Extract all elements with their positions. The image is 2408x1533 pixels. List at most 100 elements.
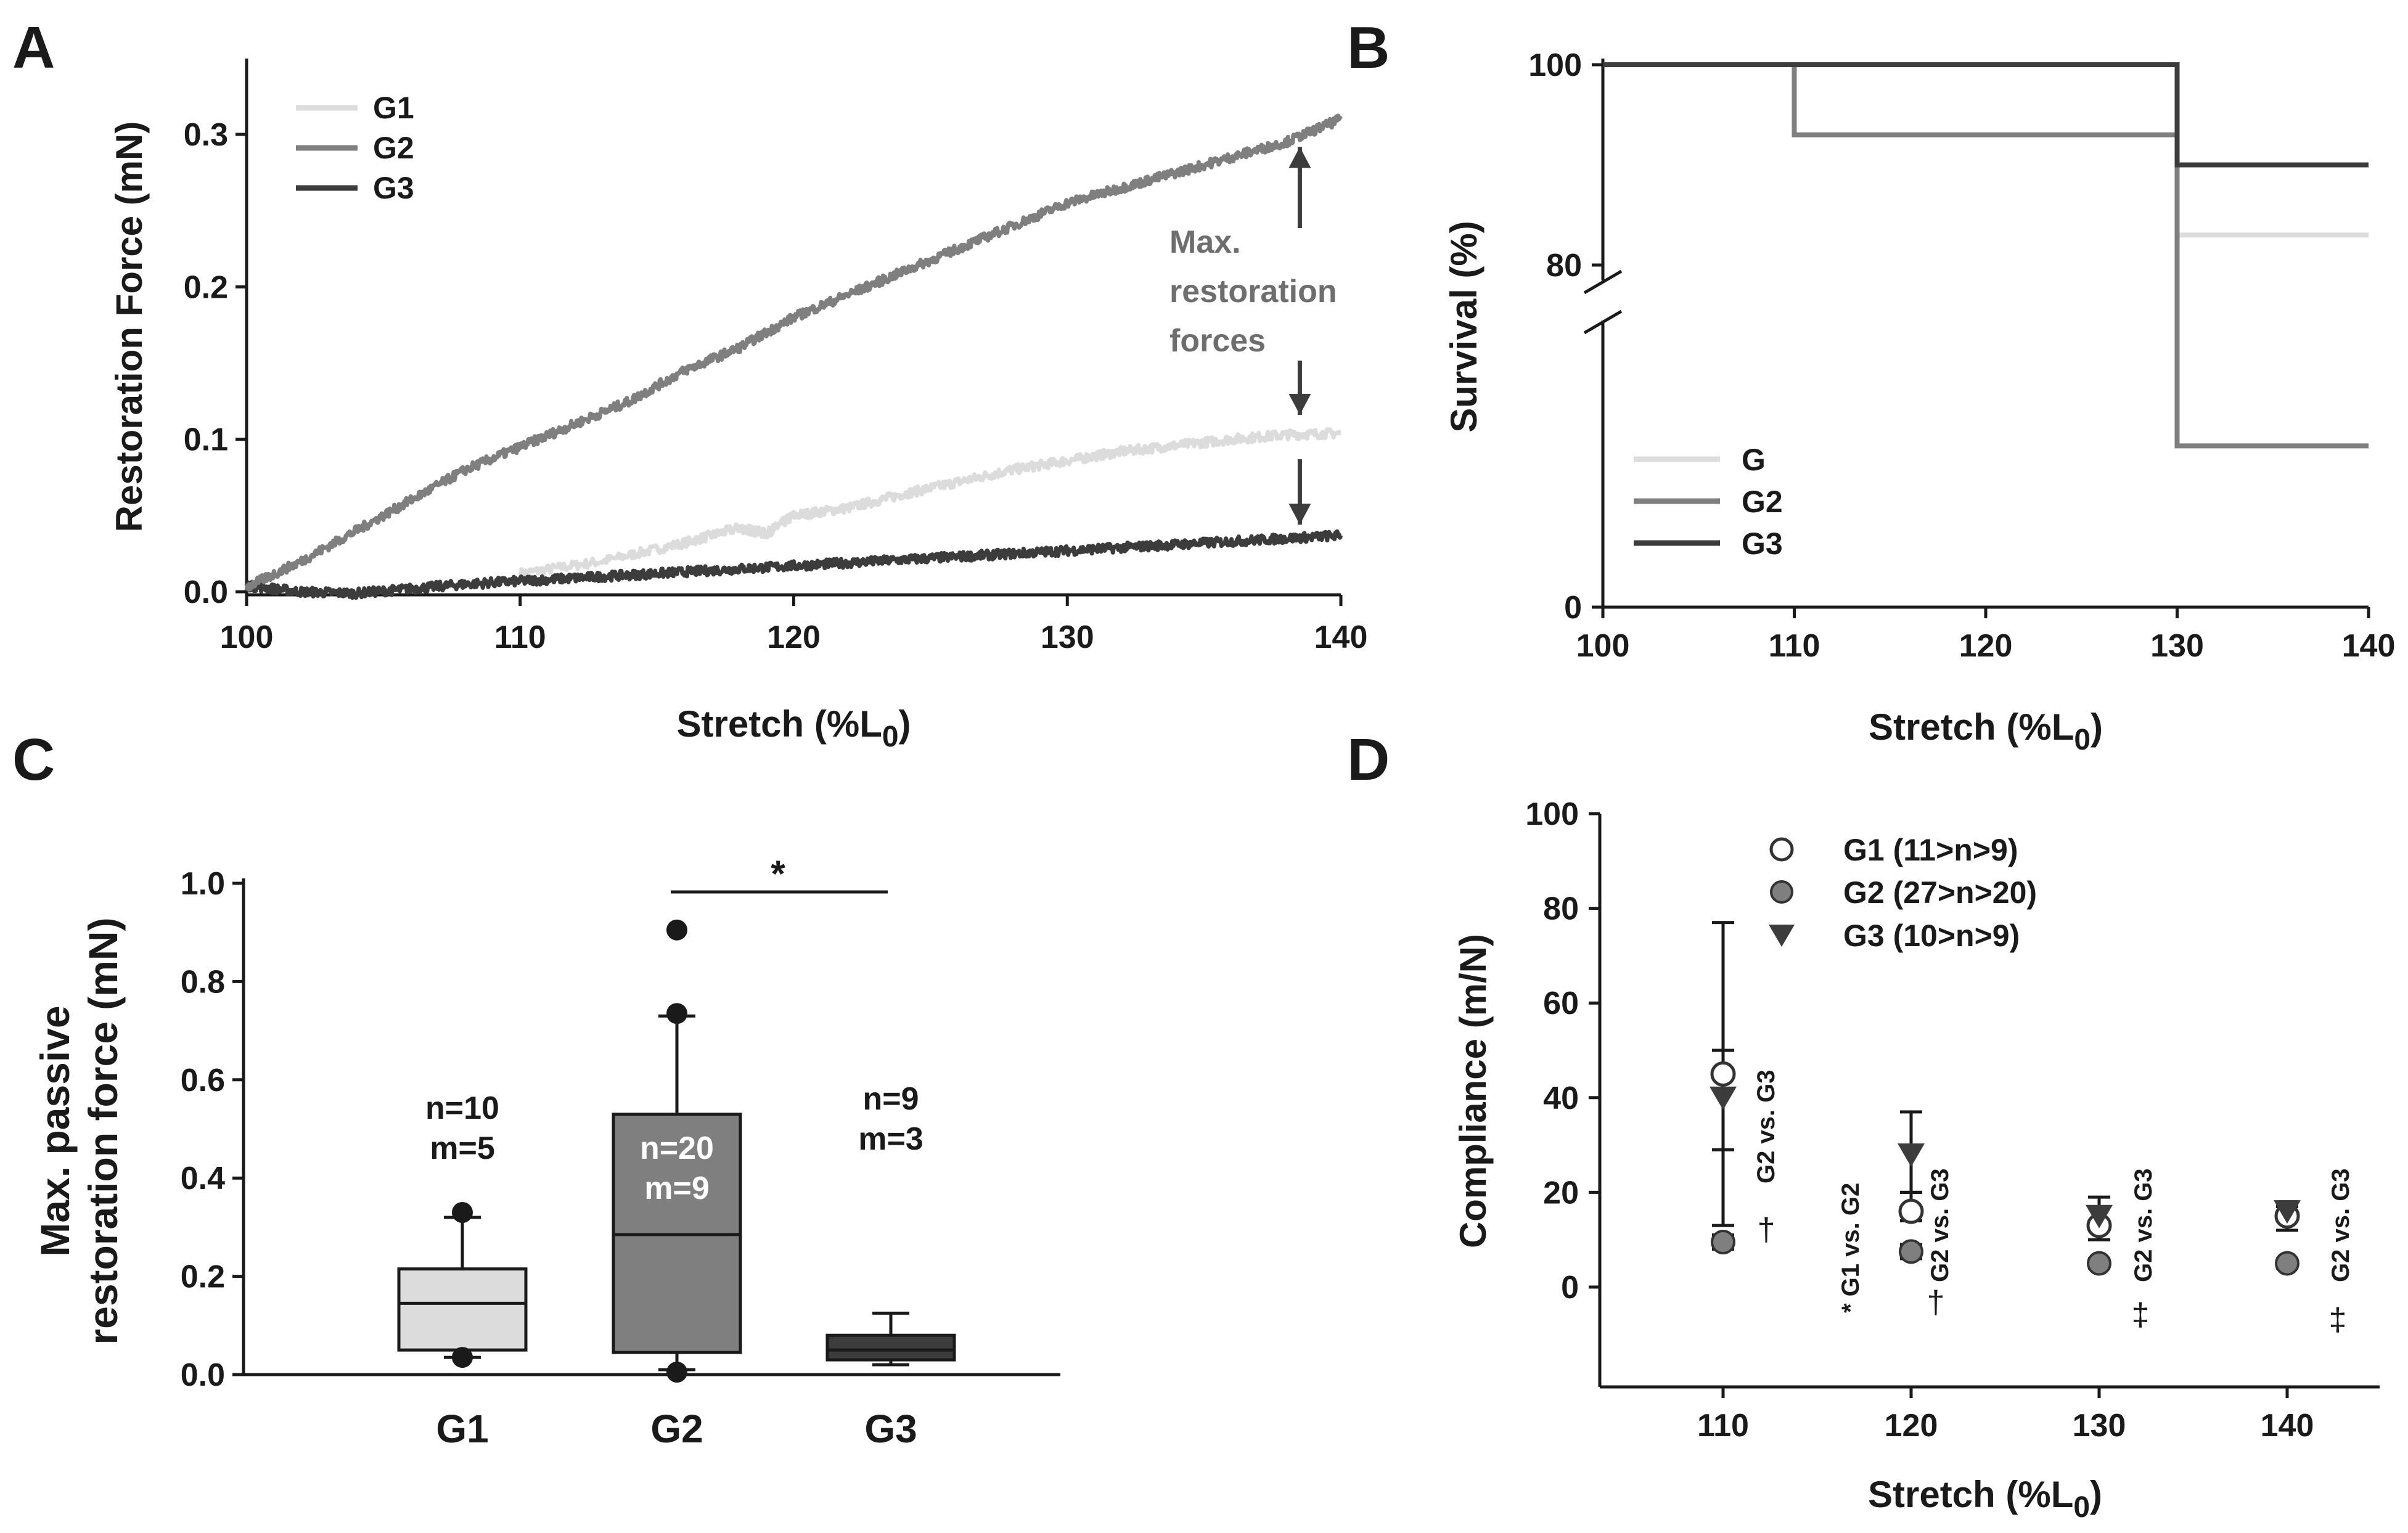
axis-break-b: [1583, 309, 1623, 335]
x-tick-label-b: 130: [2150, 628, 2204, 664]
n-label-c: n=10: [425, 1090, 499, 1126]
box-g1: [397, 1267, 528, 1352]
y-tick-label-d: 100: [1525, 796, 1579, 832]
legend-label-d: G1 (11>n>9): [1843, 833, 2018, 867]
legend-label-d: G2 (27>n>20): [1843, 875, 2037, 910]
comparison-label-d: G2 vs. G3: [2327, 1168, 2354, 1282]
y-tick-label-c: 0.2: [181, 1259, 225, 1295]
x-tick-label-d: 110: [1697, 1408, 1749, 1444]
legend-label-d: G3 (10>n>9): [1843, 918, 2020, 953]
x-tick-label-b: 140: [2342, 628, 2396, 664]
m-label-c: m=3: [858, 1121, 923, 1157]
legend-marker-g3: [1769, 925, 1795, 947]
comparison-label-d: * G1 vs. G2: [1837, 1183, 1864, 1313]
y-tick-label-b: 100: [1528, 47, 1582, 83]
panel-d: D 110 120 130 140 0 20 40 60 80 100 Stretch (%L0) Co…: [1347, 727, 2380, 1524]
legend-label-b: G3: [1742, 526, 1783, 561]
y-tick-label-c: 0.0: [181, 1357, 225, 1393]
m-label-c: m=5: [430, 1130, 495, 1166]
y-tick-label-d: 40: [1543, 1081, 1579, 1116]
x-tick-label-a: 100: [220, 619, 274, 655]
y-tick-label-d: 0: [1561, 1270, 1579, 1306]
y-tick-label-b: 0: [1564, 590, 1582, 626]
legend-label-a: G1: [373, 91, 414, 125]
x-tick-label-d: 120: [1885, 1408, 1938, 1444]
y-axis-title-b: Survival (%): [1443, 221, 1485, 432]
y-tick-label-a: 0.1: [184, 422, 228, 458]
x-tick-label-a: 120: [767, 619, 821, 655]
survival-step-g3: [1603, 62, 2369, 168]
category-label-c: G2: [650, 1407, 703, 1451]
y-tick-label-c: 0.4: [181, 1161, 225, 1196]
marker-g1: [1898, 1198, 1924, 1224]
y-tick-label-b: 80: [1546, 248, 1582, 284]
x-tick-label-a: 140: [1314, 619, 1368, 655]
y-tick-label-d: 60: [1543, 986, 1579, 1021]
comparison-symbol-d: †: [1758, 1212, 1775, 1248]
series-line-g3: [244, 529, 1343, 600]
y-tick-label-c: 0.6: [181, 1063, 225, 1098]
arrow-head-a: [1288, 504, 1311, 525]
annotation-text-a: forces: [1169, 323, 1266, 359]
category-label-c: G1: [436, 1407, 488, 1451]
panel-label-a: A: [12, 15, 55, 81]
x-tick-label-b: 110: [1769, 628, 1820, 664]
y-tick-label-a: 0.2: [184, 269, 228, 305]
comparison-symbol-d: ‡: [2132, 1297, 2150, 1333]
outlier-point-c: [666, 1003, 687, 1024]
outlier-point-c: [452, 1201, 473, 1223]
n-label-c: n=9: [862, 1081, 919, 1117]
annotation-text-a: Max.: [1169, 224, 1241, 260]
marker-g2: [1899, 1239, 1923, 1264]
panel-a: A 100 110 120 130 140 0.0 0.1 0.2 0.3 Stretch (%L0…: [12, 15, 1367, 753]
comparison-label-d: G2 vs. G3: [1927, 1168, 1954, 1282]
x-tick-label-d: 130: [2073, 1408, 2126, 1444]
box-g3: [825, 1333, 956, 1362]
comparison-symbol-d: †: [1927, 1285, 1945, 1320]
marker-g3: [2086, 1204, 2113, 1228]
y-axis-title-a: Restoration Force (mN): [109, 121, 150, 533]
legend-label-a: G3: [373, 171, 414, 205]
arrow-head-a: [1288, 393, 1311, 415]
marker-g3: [1898, 1143, 1925, 1167]
category-label-c: G3: [864, 1407, 917, 1451]
m-label-c: m=9: [644, 1171, 710, 1206]
series-line-g1: [518, 427, 1342, 579]
x-tick-label-a: 130: [1041, 619, 1094, 655]
axis-break-b: [1583, 269, 1623, 295]
legend-label-b: G2: [1742, 484, 1783, 519]
panel-label-c: C: [12, 727, 55, 793]
y-tick-label-c: 1.0: [181, 866, 225, 902]
x-tick-label-a: 110: [494, 619, 546, 655]
x-tick-label-b: 120: [1959, 628, 2013, 664]
legend-marker-g1: [1769, 837, 1794, 862]
marker-g2: [1711, 1230, 1735, 1255]
marker-g1: [1710, 1061, 1736, 1087]
survival-step-g2: [1603, 62, 2369, 449]
y-axis-title-d: Compliance (m/N): [1452, 934, 1494, 1248]
significance-star-c: *: [771, 853, 785, 894]
panel-label-d: D: [1347, 727, 1390, 793]
outlier-point-c: [666, 1362, 687, 1383]
arrow-head-a: [1288, 147, 1311, 168]
x-tick-label-b: 100: [1576, 628, 1630, 664]
marker-g3: [1710, 1086, 1737, 1110]
series-line-g2: [244, 113, 1343, 592]
comparison-label-d: G2 vs. G3: [2130, 1168, 2157, 1282]
survival-step-g: [1603, 62, 2369, 238]
marker-g2: [2275, 1251, 2299, 1276]
y-axis-title-c-line1: Max. passive: [32, 1005, 78, 1256]
y-tick-label-a: 0.0: [184, 574, 228, 610]
y-tick-label-c: 0.8: [181, 964, 225, 1000]
y-tick-label-a: 0.3: [184, 117, 228, 153]
panel-c: C 0.0 0.2 0.4 0.6 0.8 1.0 Max. passive restorati…: [12, 727, 1060, 1451]
outlier-point-c: [452, 1347, 473, 1368]
x-axis-title-a: Stretch (%L0): [676, 703, 911, 753]
comparison-symbol-d: ‡: [2329, 1302, 2347, 1338]
marker-g2: [2087, 1251, 2111, 1276]
x-axis-title-d: Stretch (%L0): [1868, 1474, 2102, 1524]
marker-g3: [2274, 1200, 2301, 1224]
panel-b: B 100 110 120 130 140 0 80 100 Stretch (%L0) Survi…: [1347, 15, 2395, 756]
legend-label-b: G: [1742, 443, 1766, 477]
